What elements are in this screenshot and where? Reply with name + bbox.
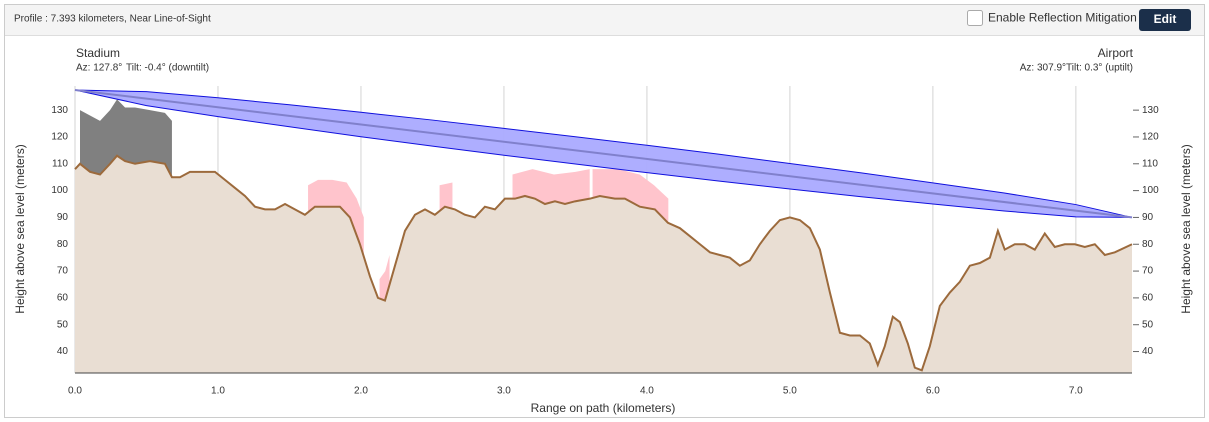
- edit-button-label[interactable]: Edit: [1154, 12, 1177, 26]
- x-tick-label: 4.0: [640, 386, 654, 397]
- y-tick-label: 80: [57, 239, 69, 250]
- y2-tick-label: 100: [1142, 185, 1159, 196]
- x-tick-label: 7.0: [1069, 386, 1083, 397]
- x-tick-label: 1.0: [211, 386, 225, 397]
- terrain-fill: [75, 155, 1132, 373]
- y-tick-label: 110: [52, 158, 68, 169]
- y2-tick-label: 130: [1142, 105, 1159, 116]
- y2-tick-label: 70: [1142, 266, 1154, 277]
- y-tick-label: 100: [51, 185, 68, 196]
- site-tilt: Tilt: 0.3° (uptilt): [1066, 63, 1133, 74]
- x-axis-label: Range on path (kilometers): [531, 401, 676, 415]
- x-tick-label: 3.0: [497, 386, 511, 397]
- site-tilt: Tilt: -0.4° (downtilt): [126, 63, 209, 74]
- y2-tick-label: 40: [1142, 346, 1154, 357]
- x-tick-label: 0.0: [68, 386, 82, 397]
- y-tick-label: 40: [57, 346, 69, 357]
- y-tick-label: 120: [51, 132, 68, 143]
- y2-tick-label: 110: [1142, 158, 1158, 169]
- y2-tick-label: 120: [1142, 132, 1159, 143]
- y2-tick-label: 80: [1142, 239, 1154, 250]
- site-az: Az: 127.8°: [76, 63, 122, 74]
- checkbox[interactable]: [967, 10, 983, 26]
- y-tick-label: 50: [57, 319, 69, 330]
- y2-tick-label: 60: [1142, 293, 1154, 304]
- checkbox-label[interactable]: Enable Reflection Mitigation: [988, 11, 1137, 25]
- y2-tick-label: 50: [1142, 319, 1154, 330]
- x-tick-label: 6.0: [926, 386, 940, 397]
- site-az: Az: 307.9°: [1020, 63, 1066, 74]
- site-name: Stadium: [76, 46, 120, 60]
- x-tick-label: 5.0: [783, 386, 797, 397]
- y-tick-label: 70: [57, 266, 69, 277]
- y2-axis-label: Height above sea level (meters): [1179, 144, 1193, 313]
- edit-button[interactable]: [1139, 9, 1191, 31]
- x-tick-label: 2.0: [354, 386, 368, 397]
- path-line: [74, 89, 1133, 219]
- profile-title: Profile : 7.393 kilometers, Near Line-of…: [14, 14, 211, 25]
- y2-tick-label: 90: [1142, 212, 1154, 223]
- header-bar: [5, 5, 1204, 35]
- terrain-line: [74, 154, 1133, 372]
- y-axis-label: Height above sea level (meters): [13, 144, 27, 313]
- y-tick-label: 130: [51, 105, 68, 116]
- site-name: Airport: [1098, 46, 1134, 60]
- y-tick-label: 90: [57, 212, 69, 223]
- y-tick-label: 60: [57, 293, 69, 304]
